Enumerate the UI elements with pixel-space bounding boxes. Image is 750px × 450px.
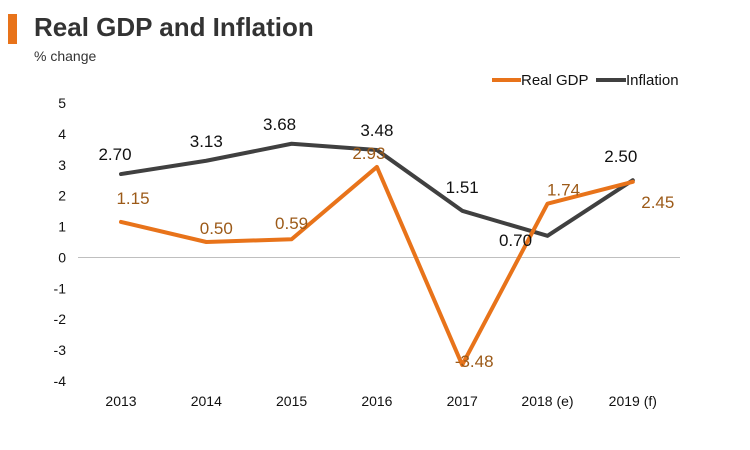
- title-accent-bar: [8, 14, 17, 44]
- inflation-data-label: 3.48: [360, 121, 393, 140]
- x-tick-label: 2013: [105, 393, 136, 409]
- inflation-data-label: 1.51: [446, 178, 479, 197]
- x-tick-label: 2018 (e): [521, 393, 573, 409]
- real-gdp-data-label: 0.50: [200, 219, 233, 238]
- real-gdp-data-label: 0.59: [275, 214, 308, 233]
- inflation-data-label: 0.70: [499, 231, 532, 250]
- y-tick-label: -1: [54, 280, 67, 296]
- inflation-series-line: [119, 141, 635, 238]
- real-gdp-data-label: -3.48: [455, 352, 494, 371]
- x-tick-label: 2019 (f): [609, 393, 657, 409]
- y-tick-label: 1: [58, 219, 66, 235]
- inflation-data-label: 3.68: [263, 115, 296, 134]
- chart-title: Real GDP and Inflation: [34, 12, 314, 42]
- real-gdp-data-label: 1.15: [116, 189, 149, 208]
- y-tick-label: 4: [58, 126, 66, 142]
- chart-subtitle: % change: [34, 48, 97, 64]
- y-tick-label: 2: [58, 188, 66, 204]
- legend-inflation-label: Inflation: [626, 72, 679, 89]
- real-gdp-data-label: 2.45: [641, 193, 674, 212]
- x-tick-label: 2015: [276, 393, 307, 409]
- inflation-data-label: 2.50: [604, 147, 637, 166]
- y-tick-label: -2: [54, 311, 67, 327]
- real-gdp-data-label: 1.74: [547, 181, 580, 200]
- real-gdp-data-label: 2.93: [352, 144, 385, 163]
- y-tick-label: 0: [58, 249, 66, 265]
- legend-real-gdp-label: Real GDP: [521, 72, 589, 89]
- x-tick-label: 2017: [447, 393, 478, 409]
- y-tick-label: -3: [54, 342, 67, 358]
- y-tick-label: 5: [58, 95, 66, 111]
- y-tick-label: -4: [54, 373, 67, 389]
- x-tick-label: 2014: [191, 393, 222, 409]
- y-tick-label: 3: [58, 157, 66, 173]
- inflation-data-label: 2.70: [98, 145, 131, 164]
- inflation-data-label: 3.13: [190, 132, 223, 151]
- x-tick-label: 2016: [361, 393, 392, 409]
- real-gdp-series-line: [119, 164, 635, 367]
